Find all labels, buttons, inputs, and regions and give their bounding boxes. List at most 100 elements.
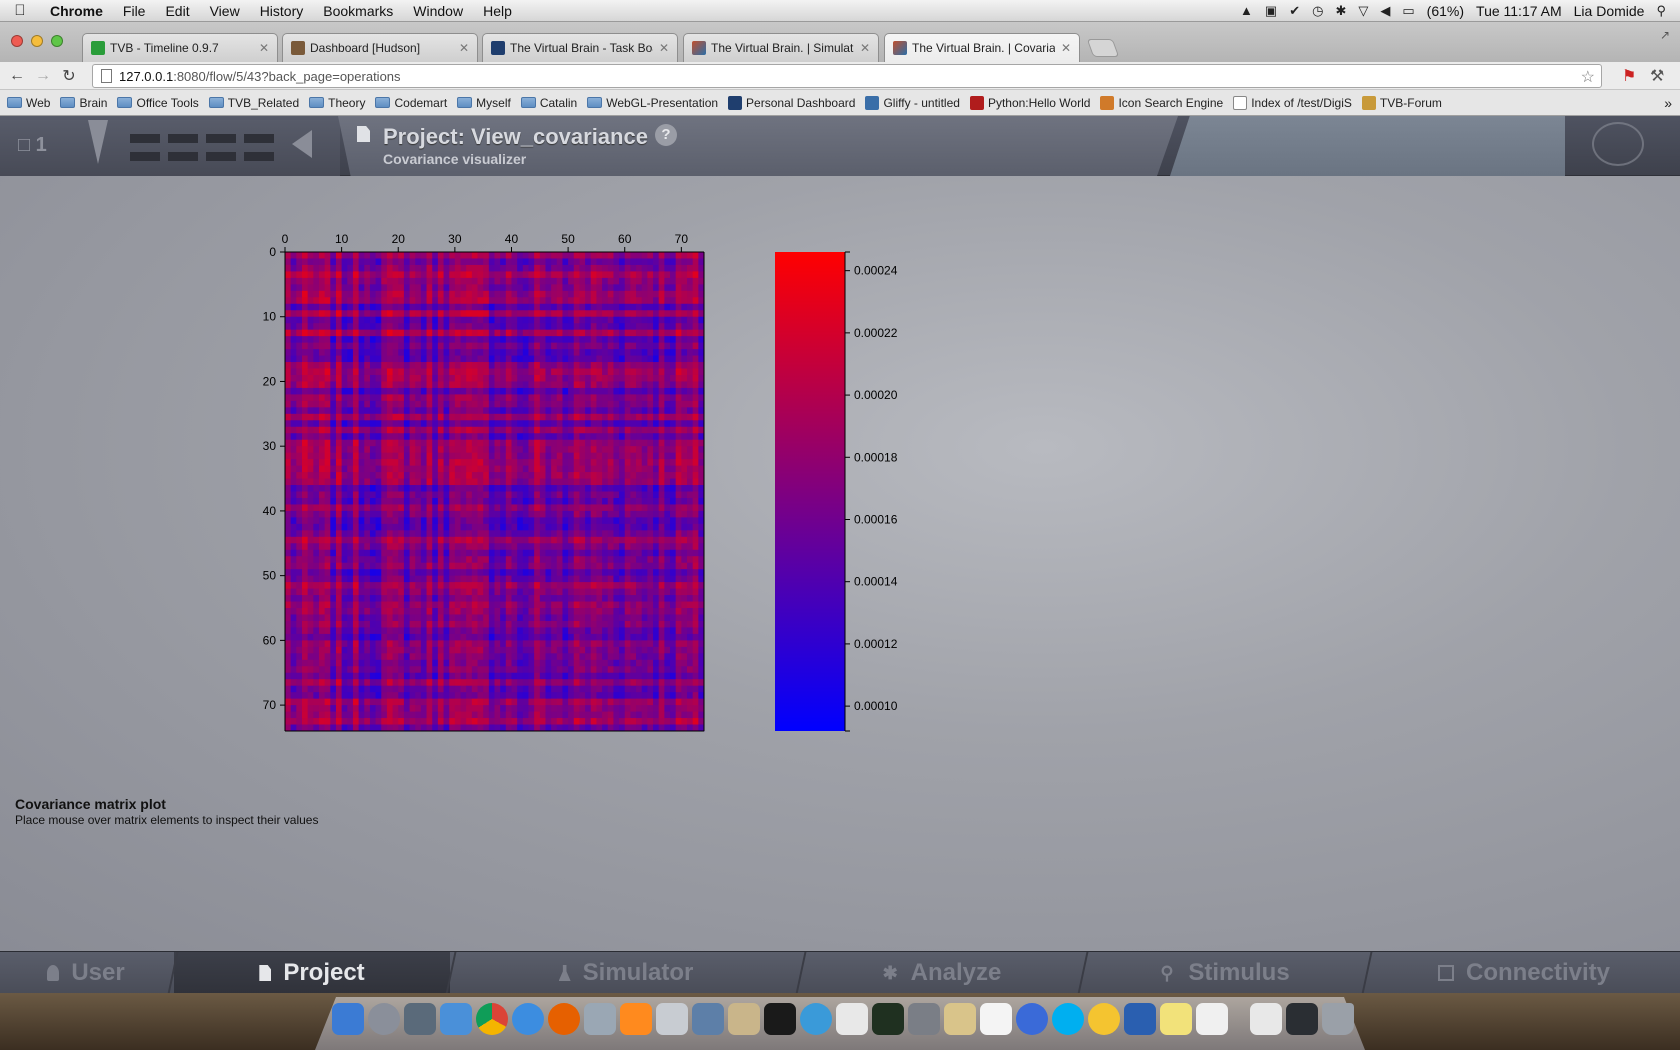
heatmap-cell[interactable] xyxy=(477,588,484,596)
heatmap-cell[interactable] xyxy=(624,485,631,492)
heatmap-cell[interactable] xyxy=(369,523,377,531)
heatmap-cell[interactable] xyxy=(341,258,348,266)
heatmap-cell[interactable] xyxy=(664,666,671,674)
heatmap-cell[interactable] xyxy=(664,310,671,318)
heatmap-cell[interactable] xyxy=(619,530,626,538)
heatmap-cell[interactable] xyxy=(318,420,326,428)
heatmap-cell[interactable] xyxy=(619,646,626,654)
heatmap-cell[interactable] xyxy=(573,536,580,544)
heatmap-cell[interactable] xyxy=(335,362,343,370)
heatmap-cell[interactable] xyxy=(545,342,552,350)
heatmap-cell[interactable] xyxy=(698,491,705,499)
heatmap-cell[interactable] xyxy=(437,413,445,421)
heatmap-cell[interactable] xyxy=(681,381,688,389)
heatmap-cell[interactable] xyxy=(301,446,309,454)
heatmap-cell[interactable] xyxy=(285,374,292,382)
heatmap-cell[interactable] xyxy=(494,426,501,434)
heatmap-cell[interactable] xyxy=(488,620,495,628)
heatmap-cell[interactable] xyxy=(381,569,388,577)
heatmap-cell[interactable] xyxy=(285,653,292,661)
heatmap-cell[interactable] xyxy=(534,329,541,337)
heatmap-cell[interactable] xyxy=(335,349,343,357)
heatmap-cell[interactable] xyxy=(403,439,411,447)
heatmap-cell[interactable] xyxy=(653,355,660,363)
heatmap-cell[interactable] xyxy=(630,659,637,667)
heatmap-cell[interactable] xyxy=(545,420,552,428)
heatmap-cell[interactable] xyxy=(687,387,694,395)
heatmap-cell[interactable] xyxy=(301,271,309,279)
heatmap-cell[interactable] xyxy=(539,374,546,382)
heatmap-cell[interactable] xyxy=(409,349,416,357)
heatmap-cell[interactable] xyxy=(500,284,507,292)
heatmap-cell[interactable] xyxy=(522,394,529,402)
heatmap-cell[interactable] xyxy=(624,362,631,370)
heatmap-cell[interactable] xyxy=(647,627,654,635)
heatmap-cell[interactable] xyxy=(602,459,609,467)
heatmap-cell[interactable] xyxy=(596,355,603,363)
heatmap-cell[interactable] xyxy=(330,491,337,499)
heatmap-cell[interactable] xyxy=(330,659,337,667)
heatmap-cell[interactable] xyxy=(619,601,626,609)
apple-icon[interactable]:  xyxy=(0,2,40,19)
heatmap-cell[interactable] xyxy=(545,284,552,292)
heatmap-cell[interactable] xyxy=(539,575,546,583)
heatmap-cell[interactable] xyxy=(647,472,654,480)
heatmap-cell[interactable] xyxy=(392,439,399,447)
heatmap-cell[interactable] xyxy=(636,582,643,590)
heatmap-cell[interactable] xyxy=(290,510,297,518)
heatmap-cell[interactable] xyxy=(511,672,518,680)
heatmap-cell[interactable] xyxy=(483,310,490,318)
heatmap-cell[interactable] xyxy=(313,575,320,583)
heatmap-cell[interactable] xyxy=(607,530,614,538)
heatmap-cell[interactable] xyxy=(409,523,416,531)
heatmap-cell[interactable] xyxy=(692,549,699,557)
heatmap-cell[interactable] xyxy=(647,491,654,499)
heatmap-cell[interactable] xyxy=(505,277,512,285)
heatmap-cell[interactable] xyxy=(443,653,450,661)
heatmap-cell[interactable] xyxy=(596,556,603,564)
heatmap-cell[interactable] xyxy=(426,252,433,259)
heatmap-cell[interactable] xyxy=(517,349,524,357)
heatmap-cell[interactable] xyxy=(341,362,348,370)
heatmap-cell[interactable] xyxy=(432,595,439,603)
heatmap-cell[interactable] xyxy=(285,433,292,441)
heatmap-cell[interactable] xyxy=(658,381,665,389)
heatmap-cell[interactable] xyxy=(528,659,535,667)
heatmap-cell[interactable] xyxy=(664,277,671,285)
heatmap-cell[interactable] xyxy=(488,303,495,311)
heatmap-cell[interactable] xyxy=(386,653,394,661)
heatmap-cell[interactable] xyxy=(681,413,688,421)
heatmap-cell[interactable] xyxy=(426,297,433,305)
heatmap-cell[interactable] xyxy=(500,646,507,654)
heatmap-cell[interactable] xyxy=(415,465,422,473)
heatmap-cell[interactable] xyxy=(562,588,569,596)
heatmap-cell[interactable] xyxy=(454,459,462,467)
heatmap-cell[interactable] xyxy=(335,426,343,434)
heatmap-cell[interactable] xyxy=(477,446,484,454)
heatmap-cell[interactable] xyxy=(477,569,484,577)
heatmap-cell[interactable] xyxy=(494,530,501,538)
heatmap-cell[interactable] xyxy=(477,381,484,389)
heatmap-cell[interactable] xyxy=(347,608,354,615)
heatmap-cell[interactable] xyxy=(500,510,507,518)
heatmap-cell[interactable] xyxy=(369,614,377,622)
heatmap-cell[interactable] xyxy=(602,355,609,363)
heatmap-cell[interactable] xyxy=(369,620,377,628)
heatmap-cell[interactable] xyxy=(330,387,337,395)
heatmap-cell[interactable] xyxy=(630,439,637,447)
heatmap-cell[interactable] xyxy=(562,620,569,628)
heatmap-cell[interactable] xyxy=(296,465,303,473)
heatmap-cell[interactable] xyxy=(330,485,337,492)
heatmap-cell[interactable] xyxy=(318,446,326,454)
heatmap-cell[interactable] xyxy=(602,329,609,337)
heatmap-cell[interactable] xyxy=(415,400,422,408)
heatmap-cell[interactable] xyxy=(443,504,450,512)
heatmap-cell[interactable] xyxy=(296,362,303,370)
heatmap-cell[interactable] xyxy=(307,614,314,622)
heatmap-cell[interactable] xyxy=(590,400,597,408)
heatmap-cell[interactable] xyxy=(358,303,365,311)
bookmark-folder[interactable]: Office Tools xyxy=(117,96,199,110)
heatmap-cell[interactable] xyxy=(290,452,297,460)
heatmap-cell[interactable] xyxy=(364,342,371,350)
heatmap-cell[interactable] xyxy=(619,627,626,635)
